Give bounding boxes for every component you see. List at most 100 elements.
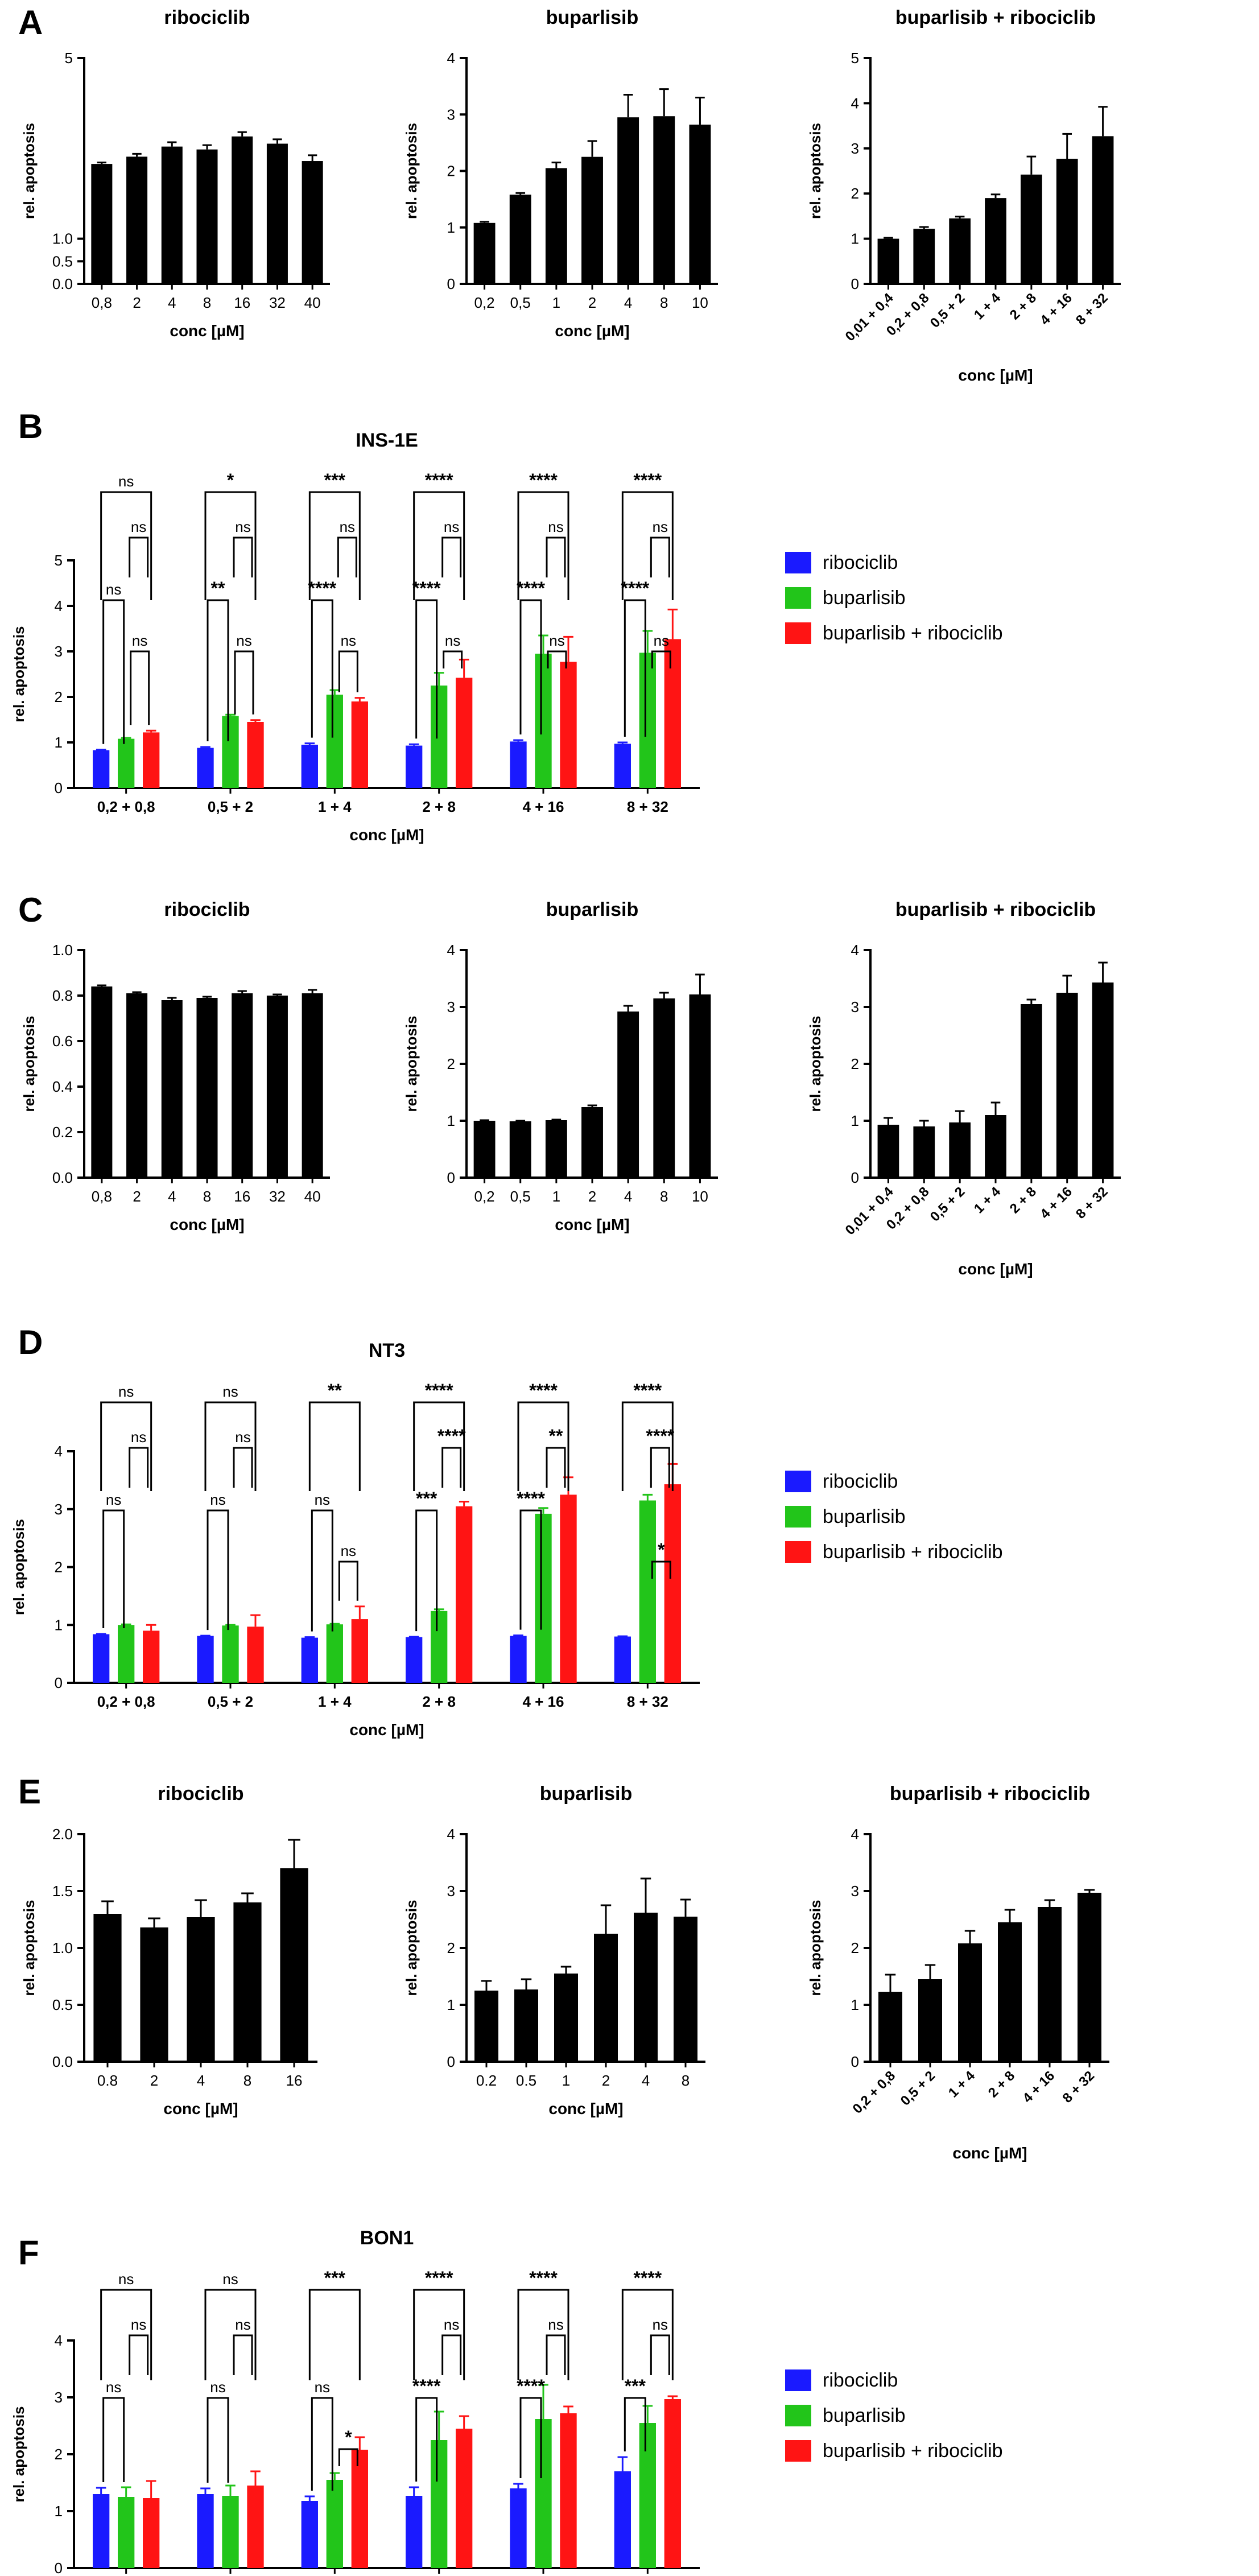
significance-label: ns	[131, 518, 146, 535]
x-tick-label: 8	[682, 2072, 690, 2089]
legend-entry: ribociclib	[823, 552, 898, 573]
significance-label: ns	[132, 632, 147, 649]
x-tick-label: 2	[602, 2072, 610, 2089]
bar-ribociclib	[197, 748, 214, 788]
x-tick-label: 2 + 8	[422, 1693, 456, 1710]
significance-label: ***	[324, 2268, 346, 2288]
bar-buparlisib	[222, 2496, 239, 2568]
x-tick-label: 0,5	[510, 1188, 531, 1205]
y-tick-label: 0.8	[52, 987, 73, 1004]
chart-title: buparlisib + ribociclib	[895, 7, 1096, 28]
y-tick-label: 0.6	[52, 1033, 73, 1050]
y-tick-label: 4	[447, 942, 455, 959]
bar-ribociclib	[614, 1636, 631, 1683]
y-tick-label: 1.0	[52, 942, 73, 959]
bar	[474, 1991, 498, 2062]
chart-title: ribociclib	[164, 7, 250, 28]
bar-ribociclib	[510, 741, 527, 788]
legend-entry: ribociclib	[823, 1471, 898, 1492]
bar-combo	[143, 1630, 160, 1683]
y-tick-label: 1	[55, 1616, 63, 1633]
x-tick-label: 0,5 + 2	[927, 290, 968, 331]
significance-bracket	[624, 2397, 646, 2451]
significance-label: ns	[118, 2270, 134, 2288]
legend-entry: ribociclib	[823, 2369, 898, 2391]
x-tick-label: 2	[133, 294, 141, 311]
significance-bracket	[517, 1401, 569, 1491]
x-tick-label: 0.5	[516, 2072, 536, 2089]
x-tick-label: 0,2 + 0,8	[97, 1693, 155, 1710]
x-tick-label: 0.2	[476, 2072, 497, 2089]
significance-label: ns	[653, 2316, 668, 2333]
significance-bracket	[204, 491, 257, 600]
x-tick-label: 8 + 32	[1073, 1184, 1111, 1222]
legend-swatch	[785, 2405, 811, 2426]
y-tick-label: 2.0	[52, 1826, 73, 1843]
bar-ribociclib	[301, 2501, 318, 2568]
bar	[653, 116, 675, 284]
significance-bracket	[102, 1509, 125, 1629]
significance-bracket	[441, 536, 462, 577]
x-tick-label: 4	[168, 1188, 176, 1205]
significance-label: ns	[315, 1491, 330, 1508]
significance-label: ****	[646, 1426, 674, 1446]
legend-swatch	[785, 2369, 811, 2391]
significance-bracket	[234, 650, 254, 715]
significance-label: ns	[131, 1429, 146, 1446]
y-tick-label: 1	[55, 734, 63, 751]
significance-label: ns	[548, 2316, 563, 2333]
significance-bracket	[204, 2289, 257, 2380]
bar-ribociclib	[406, 2496, 423, 2568]
bar	[473, 222, 496, 284]
significance-bracket	[413, 491, 465, 600]
x-tick-label: 0,01 + 0,4	[843, 1184, 897, 1239]
bar	[1078, 1893, 1101, 2062]
significance-bracket	[519, 599, 542, 734]
legend-swatch	[785, 622, 811, 644]
x-tick-label: 1 + 4	[946, 2068, 979, 2101]
significance-label: ****	[412, 2376, 441, 2396]
bar-ribociclib	[301, 1637, 318, 1683]
x-tick-label: 0,2	[474, 294, 494, 311]
x-tick-label: 8	[660, 1188, 668, 1205]
significance-bracket	[621, 2289, 674, 2380]
bar	[196, 998, 218, 1178]
y-tick-label: 1.0	[52, 230, 73, 247]
significance-label: ns	[653, 518, 668, 535]
significance-bracket	[519, 1509, 542, 1630]
bar-buparlisib	[535, 1513, 552, 1683]
significance-label: ****	[529, 470, 558, 490]
significance-label: ns	[444, 2316, 459, 2333]
y-tick-label: 0	[55, 779, 63, 796]
x-tick-label: 0,2 + 0,8	[850, 2068, 899, 2117]
bar	[187, 1917, 215, 2062]
significance-bracket	[650, 1447, 670, 1488]
significance-label: ns	[548, 518, 563, 535]
significance-label: ****	[517, 2376, 545, 2396]
bar	[302, 161, 323, 284]
significance-label: ***	[416, 1488, 437, 1509]
significance-bracket	[102, 2397, 125, 2482]
bar	[581, 1107, 603, 1178]
bar	[617, 1012, 639, 1178]
y-tick-label: 2	[851, 1939, 859, 1956]
y-tick-label: 4	[55, 1443, 63, 1460]
bar	[196, 149, 218, 284]
legend-entry: buparlisib	[823, 1506, 906, 1528]
chart-title: buparlisib + ribociclib	[895, 899, 1096, 920]
x-tick-label: 8	[203, 1188, 211, 1205]
bar	[985, 198, 1006, 284]
x-tick-label: 32	[269, 1188, 286, 1205]
significance-bracket	[100, 1401, 152, 1491]
x-axis-label: conc [µM]	[555, 1216, 629, 1233]
x-tick-label: 16	[286, 2072, 303, 2089]
bar-buparlisib	[326, 695, 343, 788]
significance-label: ns	[235, 1429, 250, 1446]
significance-label: ns	[222, 1383, 238, 1400]
y-tick-label: 4	[55, 597, 63, 614]
x-tick-label: 4 + 16	[1037, 1184, 1075, 1222]
x-tick-label: 8	[243, 2072, 251, 2089]
bar-combo	[143, 2498, 160, 2568]
x-tick-label: 2	[150, 2072, 158, 2089]
y-tick-label: 2	[55, 688, 63, 705]
